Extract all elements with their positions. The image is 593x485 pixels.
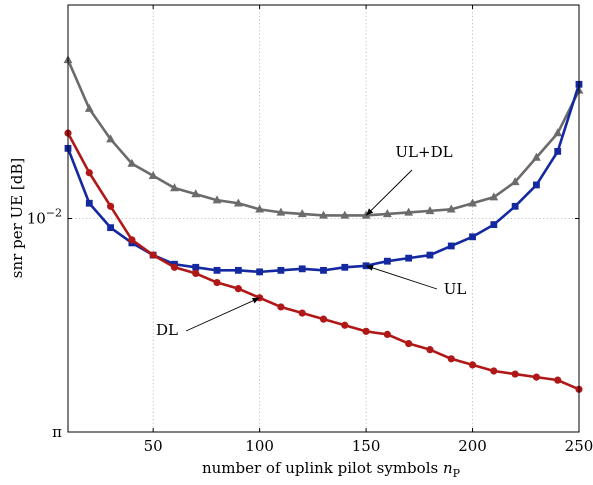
annotation-label: DL (156, 321, 178, 339)
tick-layer: 50 100 150 200 250 10−2 π (27, 5, 593, 455)
series-line (66, 83, 581, 274)
data-point (446, 204, 456, 213)
data-point (383, 330, 391, 338)
x-tick-label: 150 (352, 437, 381, 455)
y-axis-label: snr per UE [dB] (8, 158, 26, 278)
data-point (405, 339, 413, 348)
data-point (85, 199, 93, 207)
data-point (234, 285, 242, 293)
annotation-ul-dl: UL+DL (365, 143, 453, 216)
series-dl (64, 129, 583, 393)
data-point (490, 367, 498, 375)
data-point (468, 198, 477, 207)
data-point (489, 192, 499, 201)
series-line (66, 59, 581, 217)
annotation-layer: UL+DL UL DL (156, 143, 466, 339)
data-point (404, 207, 414, 216)
data-point (170, 263, 179, 271)
data-point (425, 206, 435, 215)
data-point (149, 251, 157, 259)
data-point (85, 169, 93, 177)
y-tick-label: 10−2 (27, 207, 62, 228)
y-tick-label: π (52, 423, 62, 441)
data-point (382, 209, 392, 218)
x-tick-label: 100 (245, 437, 274, 455)
data-point (234, 266, 242, 274)
data-point (127, 158, 137, 167)
data-point (511, 370, 519, 378)
data-point (319, 210, 328, 219)
data-point (553, 128, 563, 137)
x-tick-label: 50 (144, 437, 163, 455)
annotation-label: UL (444, 280, 467, 298)
data-point (554, 376, 562, 384)
data-point (340, 210, 350, 219)
annotation-dl: DL (156, 297, 260, 339)
data-point (106, 134, 115, 143)
data-point (297, 209, 307, 218)
data-point (170, 183, 179, 192)
data-point (148, 171, 158, 179)
data-point (192, 269, 200, 277)
data-point (383, 257, 391, 265)
annotation-arrow (185, 297, 260, 332)
data-point (510, 177, 520, 186)
data-point (320, 266, 327, 274)
annotation-ul: UL (365, 265, 467, 298)
data-point (298, 265, 306, 273)
data-point (362, 262, 370, 270)
data-point (426, 251, 434, 259)
data-point (192, 263, 200, 271)
data-point (405, 254, 413, 262)
annotation-label: UL+DL (395, 143, 452, 161)
data-point (191, 189, 201, 198)
data-point (532, 152, 541, 161)
data-point (532, 373, 541, 381)
data-point (213, 266, 221, 274)
data-point (277, 303, 285, 311)
annotation-arrowhead (252, 297, 260, 304)
data-point (277, 266, 285, 274)
data-point (511, 202, 519, 210)
data-point (341, 263, 349, 271)
x-axis-label: number of uplink pilot symbols nP (202, 459, 461, 480)
data-point (469, 233, 476, 241)
data-point (319, 315, 328, 323)
data-point (361, 210, 371, 219)
data-point (128, 236, 136, 244)
annotation-arrowhead (366, 208, 374, 216)
data-point (256, 268, 264, 276)
data-point (106, 202, 115, 210)
data-point (212, 195, 222, 204)
data-point (255, 204, 265, 213)
data-point (84, 103, 94, 112)
data-point (447, 355, 455, 363)
data-point (490, 221, 498, 228)
data-point (298, 309, 306, 317)
data-point (213, 278, 221, 287)
data-point (554, 148, 562, 155)
data-point (533, 181, 540, 189)
data-point (468, 361, 477, 369)
data-point (362, 327, 370, 335)
data-point (426, 346, 434, 354)
series-ul-dl (63, 55, 584, 219)
data-point (341, 321, 349, 329)
series-layer (63, 55, 584, 393)
x-tick-label: 250 (565, 437, 593, 455)
annotation-arrow (365, 265, 438, 290)
data-point (447, 242, 455, 250)
data-point (107, 224, 114, 232)
annotation-arrow (365, 169, 413, 216)
annotation-arrowhead (366, 265, 374, 271)
data-point (233, 198, 243, 207)
x-tick-label: 200 (458, 437, 487, 455)
data-point (276, 207, 286, 216)
